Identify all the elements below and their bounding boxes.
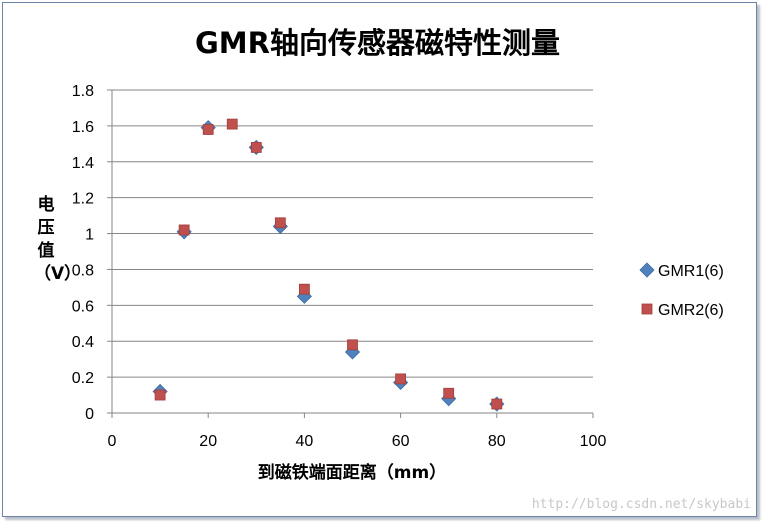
y-tick-label: 1.4 xyxy=(72,155,94,172)
series-2-point xyxy=(347,339,358,351)
series-2-point xyxy=(491,398,503,410)
watermark: http://blog.csdn.net/skybabi xyxy=(531,497,751,512)
series-2-point xyxy=(443,387,455,399)
y-tick-label: 0 xyxy=(85,406,94,423)
x-tick-label: 40 xyxy=(296,433,314,450)
y-tick-label: 1 xyxy=(85,227,94,244)
y-tick-label: 1.2 xyxy=(72,191,94,208)
series-2-point xyxy=(178,224,190,236)
x-tick-label: 20 xyxy=(199,433,217,450)
series-2-point xyxy=(274,217,286,229)
series-2-point xyxy=(226,118,238,130)
axes xyxy=(107,89,594,418)
x-tick-label: 60 xyxy=(392,433,410,450)
legend-label-2: GMR2(6) xyxy=(658,302,724,319)
y-tick-label: 0.8 xyxy=(72,262,94,279)
y-tick-label: 0.4 xyxy=(72,334,94,351)
legend-label-1: GMR1(6) xyxy=(658,263,724,280)
y-tick-label: 0.6 xyxy=(72,298,94,315)
x-tick-label: 0 xyxy=(108,433,117,450)
tick-labels: 0 0.2 0.4 0.6 0.8 1 1.2 1.4 1.6 1.8 0 20 40 60 80 100 xyxy=(72,83,607,450)
y-tick-label: 1.6 xyxy=(72,119,94,136)
y-tick-label: 1.8 xyxy=(72,83,94,100)
series-2-point xyxy=(154,389,166,401)
x-tick-label: 100 xyxy=(580,433,607,450)
data-marks xyxy=(152,118,505,412)
grid-lines xyxy=(112,89,593,378)
series-2-point xyxy=(395,373,407,385)
chart-frame xyxy=(2,2,757,517)
series-2-point xyxy=(202,124,214,135)
y-tick-label: 0.2 xyxy=(72,370,94,387)
x-tick-label: 80 xyxy=(488,433,506,450)
series-2-point xyxy=(298,283,310,295)
legend-marker-2 xyxy=(641,303,653,315)
x-axis-label: 到磁铁端面距离（mm） xyxy=(257,463,447,483)
legend-marker-1 xyxy=(639,262,655,278)
series-2-point xyxy=(250,142,262,153)
chart-title: GMR轴向传感器磁特性测量 xyxy=(195,26,560,60)
legend: GMR1(6) GMR2(6) xyxy=(639,262,724,319)
